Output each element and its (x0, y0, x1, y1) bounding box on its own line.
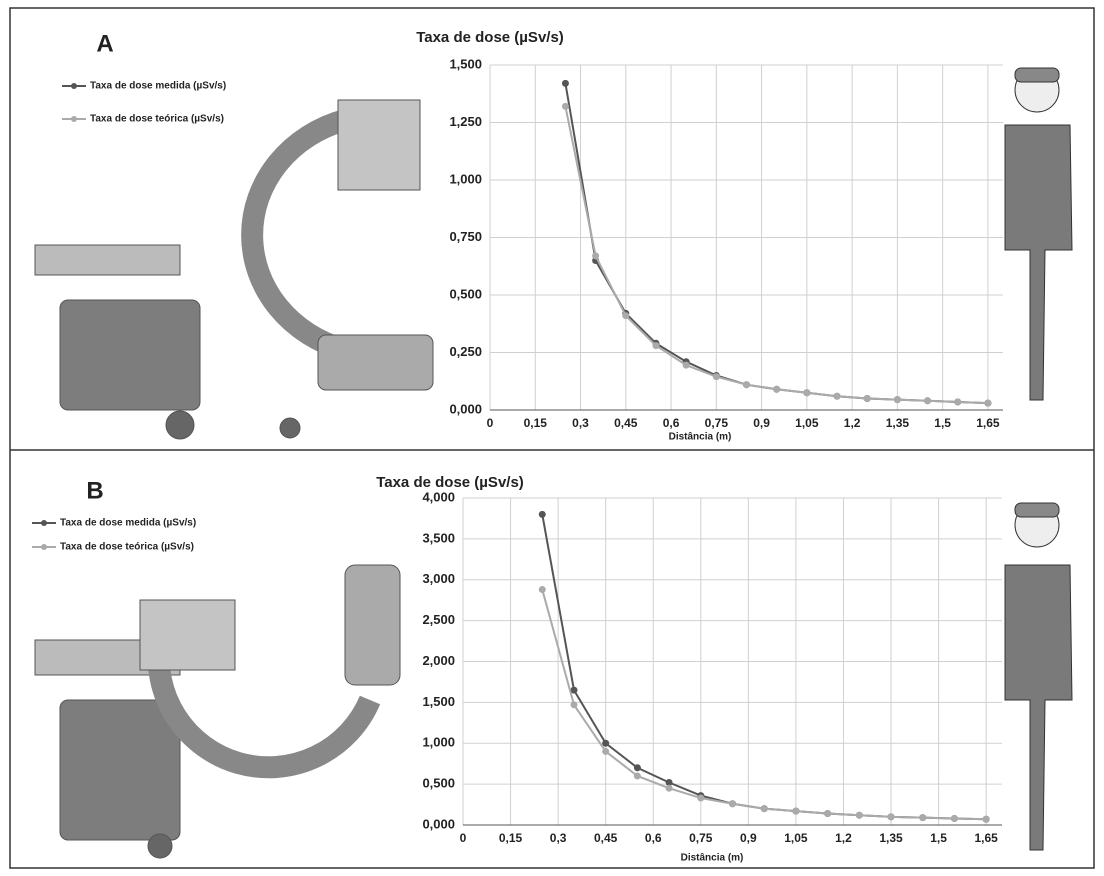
x-axis-label: Distância (m) (669, 432, 732, 443)
data-point (951, 815, 958, 822)
y-tick-label: 1,000 (422, 735, 455, 750)
y-tick-label: 0,500 (449, 286, 482, 301)
data-point (634, 772, 641, 779)
data-point (602, 740, 609, 747)
data-point (761, 805, 768, 812)
y-tick-label: 0,000 (422, 816, 455, 831)
legend-marker (71, 83, 77, 89)
y-tick-label: 4,000 (422, 489, 455, 504)
y-tick-label: 0,500 (422, 776, 455, 791)
x-tick-label: 0,6 (663, 416, 680, 430)
y-tick-label: 2,500 (422, 612, 455, 627)
data-point (683, 362, 690, 369)
data-point (570, 701, 577, 708)
x-tick-label: 1,2 (835, 831, 852, 845)
legend-marker (41, 544, 47, 550)
x-tick-label: 1,2 (844, 416, 861, 430)
y-tick-label: 0,750 (449, 229, 482, 244)
x-tick-label: 0,15 (499, 831, 523, 845)
data-point (888, 813, 895, 820)
x-axis-label: Distância (m) (681, 853, 744, 864)
figure: A Taxa de dose (µSv/s) Distância (m) 0,000 0… (0, 0, 1104, 876)
data-point (924, 397, 931, 404)
data-point (539, 511, 546, 518)
y-tick-label: 1,000 (449, 171, 482, 186)
data-point (729, 800, 736, 807)
legend-marker (41, 520, 47, 526)
chart-title: Taxa de dose (µSv/s) (416, 29, 564, 46)
y-tick-label: 1,500 (449, 56, 482, 71)
x-tick-label: 0,3 (572, 416, 589, 430)
data-point (954, 398, 961, 405)
data-point (592, 252, 599, 259)
y-tick-label: 0,250 (449, 344, 482, 359)
data-point (919, 814, 926, 821)
legend-marker (71, 116, 77, 122)
data-point (856, 812, 863, 819)
x-tick-label: 0,45 (594, 831, 618, 845)
chart-title: Taxa de dose (µSv/s) (376, 474, 524, 491)
legend-label: Taxa de dose teórica (µSv/s) (90, 114, 224, 125)
x-tick-label: 0,3 (550, 831, 567, 845)
x-tick-label: 1,05 (784, 831, 808, 845)
legend-label: Taxa de dose medida (µSv/s) (60, 518, 196, 529)
x-tick-label: 0,15 (524, 416, 548, 430)
data-point (622, 312, 629, 319)
data-point (562, 80, 569, 87)
x-tick-label: 1,05 (795, 416, 819, 430)
y-tick-label: 3,000 (422, 571, 455, 586)
data-point (652, 342, 659, 349)
x-tick-label: 0 (460, 831, 467, 845)
data-point (713, 373, 720, 380)
data-point (634, 764, 641, 771)
data-point (834, 393, 841, 400)
x-tick-label: 1,35 (879, 831, 903, 845)
data-point (792, 808, 799, 815)
data-point (983, 816, 990, 823)
x-tick-label: 1,5 (934, 416, 951, 430)
y-tick-label: 3,500 (422, 530, 455, 545)
data-point (773, 386, 780, 393)
x-tick-label: 0,45 (614, 416, 638, 430)
x-tick-label: 1,5 (930, 831, 947, 845)
x-tick-label: 0,9 (740, 831, 757, 845)
data-point (602, 748, 609, 755)
data-point (824, 810, 831, 817)
data-point (743, 381, 750, 388)
x-tick-label: 0 (487, 416, 494, 430)
data-point (697, 795, 704, 802)
x-tick-label: 0,75 (705, 416, 729, 430)
data-point (666, 785, 673, 792)
data-point (803, 389, 810, 396)
x-tick-label: 1,35 (886, 416, 910, 430)
panel-label: A (96, 30, 113, 57)
data-point (894, 396, 901, 403)
data-point (864, 395, 871, 402)
data-point (562, 103, 569, 110)
y-tick-label: 0,000 (449, 401, 482, 416)
legend-label: Taxa de dose medida (µSv/s) (90, 81, 226, 92)
x-tick-label: 1,65 (974, 831, 998, 845)
y-tick-label: 1,500 (422, 694, 455, 709)
data-point (984, 400, 991, 407)
panel-label: B (86, 477, 103, 504)
legend-label: Taxa de dose teórica (µSv/s) (60, 542, 194, 553)
x-tick-label: 0,6 (645, 831, 662, 845)
x-tick-label: 0,75 (689, 831, 713, 845)
data-point (539, 586, 546, 593)
y-tick-label: 2,000 (422, 653, 455, 668)
y-tick-label: 1,250 (449, 114, 482, 129)
x-tick-label: 0,9 (753, 416, 770, 430)
x-tick-label: 1,65 (976, 416, 1000, 430)
